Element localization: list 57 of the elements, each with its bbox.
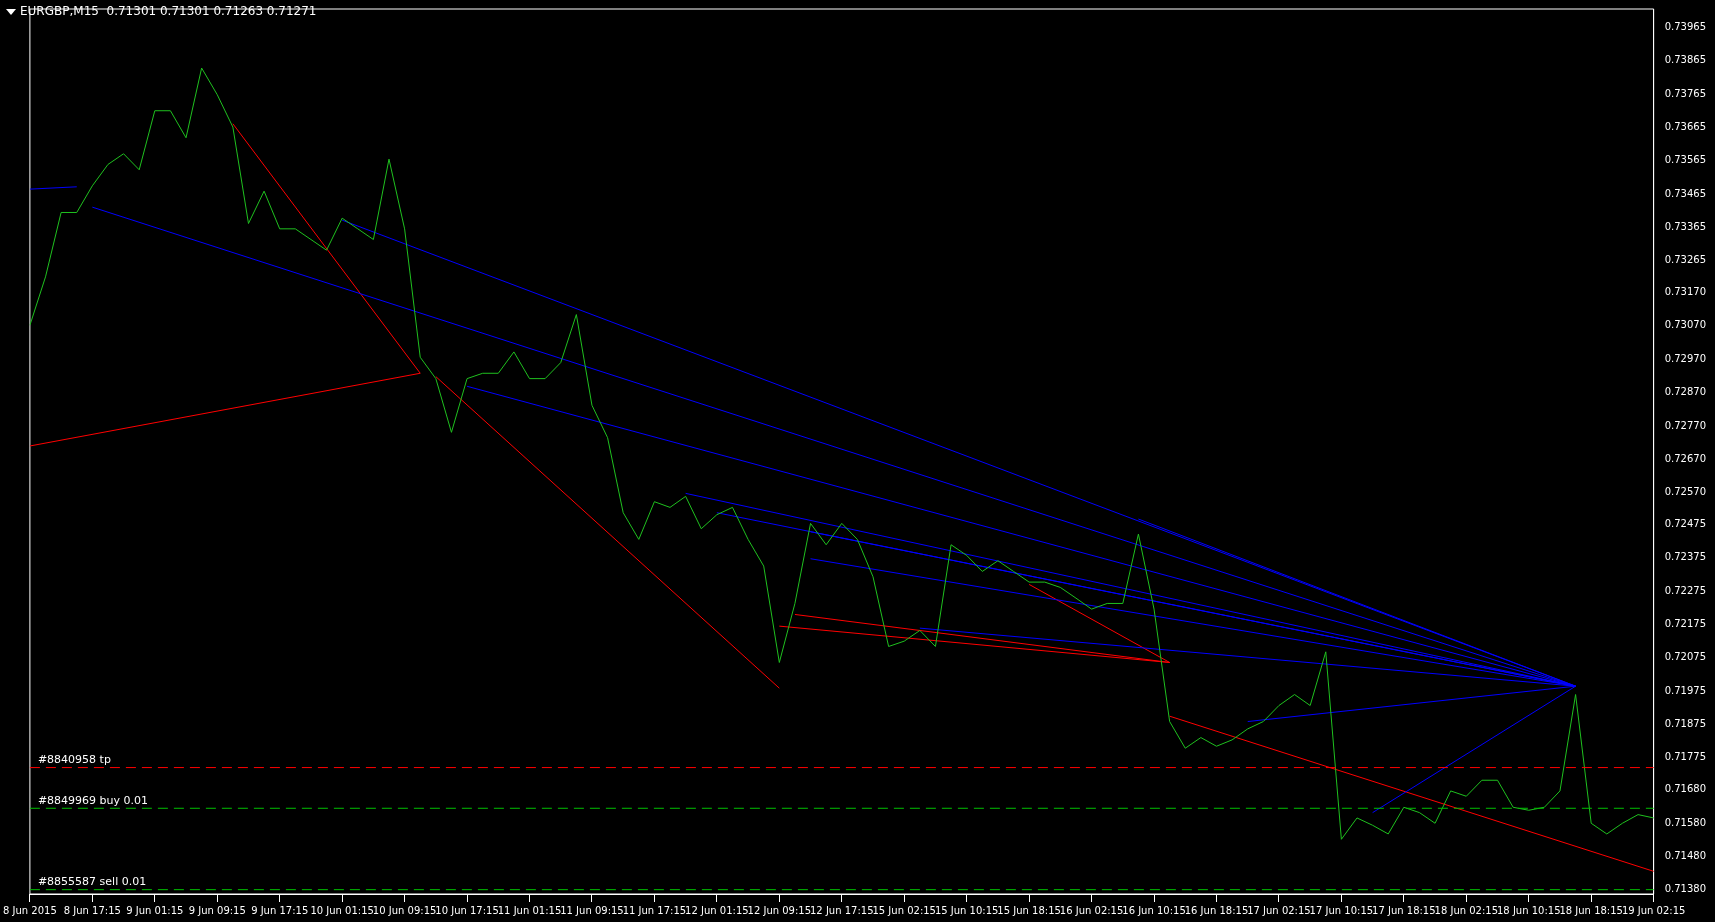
y-tick-label: 0.73765	[1664, 87, 1707, 99]
x-tick-label: 16 Jun 02:15	[1059, 904, 1124, 916]
x-tick-label: 18 Jun 02:15	[1434, 904, 1499, 916]
chart-title: EURGBP,M15 0.71301 0.71301 0.71263 0.71271	[20, 4, 317, 18]
x-tick-label: 12 Jun 09:15	[747, 904, 812, 916]
x-tick-label: 16 Jun 10:15	[1122, 904, 1186, 916]
x-tick-label: 16 Jun 18:15	[1184, 904, 1249, 916]
y-tick-label: 0.73965	[1664, 20, 1707, 32]
y-tick-label: 0.72870	[1664, 386, 1707, 398]
y-tick-label: 0.71775	[1664, 751, 1707, 763]
x-tick-label: 15 Jun 02:15	[872, 904, 936, 916]
x-tick-label: 10 Jun 01:15	[310, 904, 374, 916]
x-tick-label: 15 Jun 18:15	[997, 904, 1061, 916]
y-tick-label: 0.72375	[1664, 551, 1707, 563]
y-tick-label: 0.71480	[1664, 849, 1707, 861]
y-tick-label: 0.71380	[1664, 883, 1707, 895]
y-tick-label: 0.72570	[1664, 486, 1707, 498]
x-tick-label: 8 Jun 2015	[3, 904, 57, 916]
x-tick-label: 10 Jun 09:15	[372, 904, 437, 916]
y-tick-label: 0.72475	[1664, 517, 1707, 529]
y-tick-label: 0.73070	[1664, 319, 1707, 331]
y-tick-label: 0.71875	[1664, 718, 1707, 730]
x-tick-label: 17 Jun 02:15	[1247, 904, 1311, 916]
y-tick-label: 0.71975	[1664, 684, 1707, 696]
x-tick-label: 12 Jun 01:15	[685, 904, 749, 916]
y-tick-label: 0.72770	[1664, 419, 1707, 431]
y-tick-label: 0.71680	[1664, 783, 1707, 795]
y-tick-label: 0.73665	[1664, 121, 1707, 133]
x-tick-label: 9 Jun 17:15	[251, 904, 309, 916]
x-tick-label: 18 Jun 18:15	[1559, 904, 1623, 916]
y-tick-label: 0.72275	[1664, 584, 1707, 596]
x-tick-label: 17 Jun 10:15	[1309, 904, 1374, 916]
y-tick-label: 0.73265	[1664, 254, 1707, 266]
y-tick-label: 0.73365	[1664, 221, 1707, 233]
x-tick-label: 15 Jun 10:15	[934, 904, 999, 916]
y-tick-label: 0.71580	[1664, 816, 1707, 828]
x-tick-label: 10 Jun 17:15	[435, 904, 499, 916]
ref-line-label: #8840958 tp	[37, 752, 111, 766]
y-tick-label: 0.72175	[1664, 618, 1707, 630]
y-tick-label: 0.73865	[1664, 54, 1707, 66]
x-tick-label: 17 Jun 18:15	[1372, 904, 1436, 916]
y-tick-label: 0.72075	[1664, 651, 1707, 663]
y-tick-label: 0.72670	[1664, 452, 1707, 464]
ref-line-label: #8849969 buy 0.01	[37, 793, 149, 807]
ref-line-label: #8855587 sell 0.01	[37, 875, 147, 889]
x-tick-label: 11 Jun 17:15	[622, 904, 687, 916]
x-tick-label: 9 Jun 01:15	[126, 904, 184, 916]
x-tick-label: 8 Jun 17:15	[63, 904, 121, 916]
x-tick-label: 9 Jun 09:15	[188, 904, 246, 916]
y-tick-label: 0.73170	[1664, 286, 1707, 298]
x-tick-label: 19 Jun 02:15	[1621, 904, 1686, 916]
x-tick-label: 11 Jun 09:15	[560, 904, 624, 916]
y-tick-label: 0.73465	[1664, 187, 1707, 199]
y-tick-label: 0.73565	[1664, 154, 1707, 166]
y-tick-label: 0.72970	[1664, 352, 1707, 364]
x-tick-label: 11 Jun 01:15	[497, 904, 562, 916]
x-tick-label: 12 Jun 17:15	[810, 904, 874, 916]
